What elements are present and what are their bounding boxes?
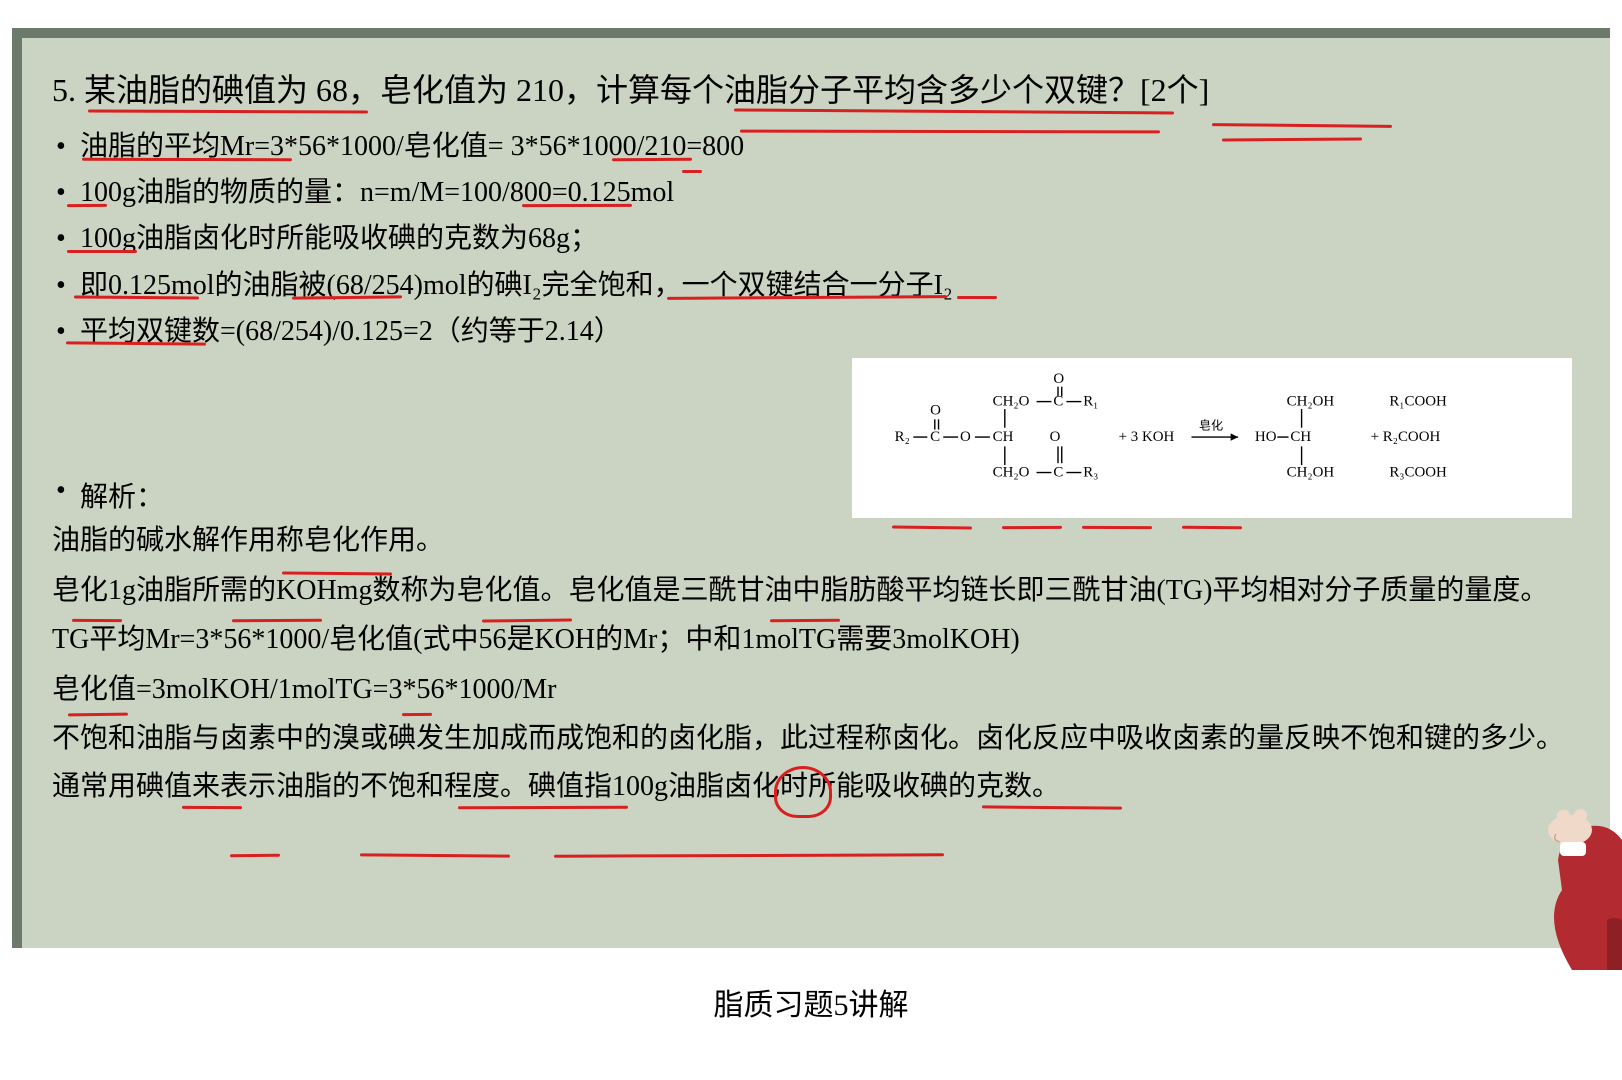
step-3: 100g油脂卤化时所能吸收碘的克数为68g； [52, 216, 1580, 262]
step-4: 即0.125mol的油脂被(68/254)mol的碘I₂完全饱和，一个双键结合一… [52, 263, 1580, 309]
svg-text:R₃: R₃ [1083, 464, 1098, 480]
svg-text:CH₂O: CH₂O [993, 464, 1030, 480]
step-5: 平均双键数=(68/254)/0.125=2（约等于2.14） [52, 309, 1580, 355]
svg-text:CH: CH [1290, 429, 1311, 445]
analysis-p1: 油脂的碱水解作用称皂化作用。 [52, 517, 1580, 565]
plus-koh: + 3 KOH [1119, 429, 1175, 445]
hand-illustration [1512, 770, 1622, 970]
svg-text:O: O [960, 429, 971, 445]
footer-title: 脂质习题5讲解 [0, 980, 1622, 1024]
svg-text:C: C [1053, 464, 1063, 480]
svg-text:R₁: R₁ [1083, 393, 1098, 409]
red-underline [230, 854, 280, 857]
question-text: 5. 某油脂的碘值为 68，皂化值为 210，计算每个油脂分子平均含多少个双键？… [52, 66, 1580, 114]
question-body: 某油脂的碘值为 68，皂化值为 210，计算每个油脂分子平均含多少个双键？[2个… [84, 72, 1209, 108]
reaction-svg: R₂ C O O CH₂O C O R₁ CH O [864, 368, 1560, 508]
svg-text:O: O [930, 403, 941, 419]
svg-text:CH₂OH: CH₂OH [1287, 393, 1335, 409]
red-underline [360, 853, 510, 857]
step-2: 100g油脂的物质的量：n=m/M=100/800=0.125mol [52, 170, 1580, 216]
analysis-p2: 皂化1g油脂所需的KOHmg数称为皂化值。皂化值是三酰甘油中脂肪酸平均链长即三酰… [52, 567, 1580, 615]
step-1: 油脂的平均Mr=3*56*1000/皂化值= 3*56*1000/210=800 [52, 124, 1580, 170]
svg-text:CH₂OH: CH₂OH [1287, 464, 1335, 480]
analysis-p4: 皂化值=3molKOH/1molTG=3*56*1000/Mr [52, 666, 1580, 714]
question-number: 5. [52, 72, 76, 108]
svg-text:R₃COOH: R₃COOH [1389, 464, 1447, 480]
svg-text:皂化: 皂化 [1199, 419, 1223, 433]
svg-text:O: O [1053, 371, 1064, 387]
reaction-diagram: R₂ C O O CH₂O C O R₁ CH O [852, 358, 1572, 518]
analysis-p3: TG平均Mr=3*56*1000/皂化值(式中56是KOH的Mr；中和1molT… [52, 616, 1580, 664]
svg-text:CH: CH [993, 429, 1014, 445]
svg-text:CH₂O: CH₂O [993, 393, 1030, 409]
svg-text:+ R₂COOH: + R₂COOH [1371, 429, 1441, 445]
svg-text:HO: HO [1255, 429, 1277, 445]
svg-text:R₂: R₂ [895, 429, 910, 445]
svg-text:C: C [930, 429, 940, 445]
annotation-circle [774, 766, 832, 818]
red-underline [554, 853, 944, 857]
svg-text:O: O [1050, 429, 1061, 445]
solution-steps: 油脂的平均Mr=3*56*1000/皂化值= 3*56*1000/210=800… [52, 124, 1580, 355]
slide-frame: 5. 某油脂的碘值为 68，皂化值为 210，计算每个油脂分子平均含多少个双键？… [12, 28, 1610, 948]
svg-text:R₁COOH: R₁COOH [1389, 393, 1447, 409]
